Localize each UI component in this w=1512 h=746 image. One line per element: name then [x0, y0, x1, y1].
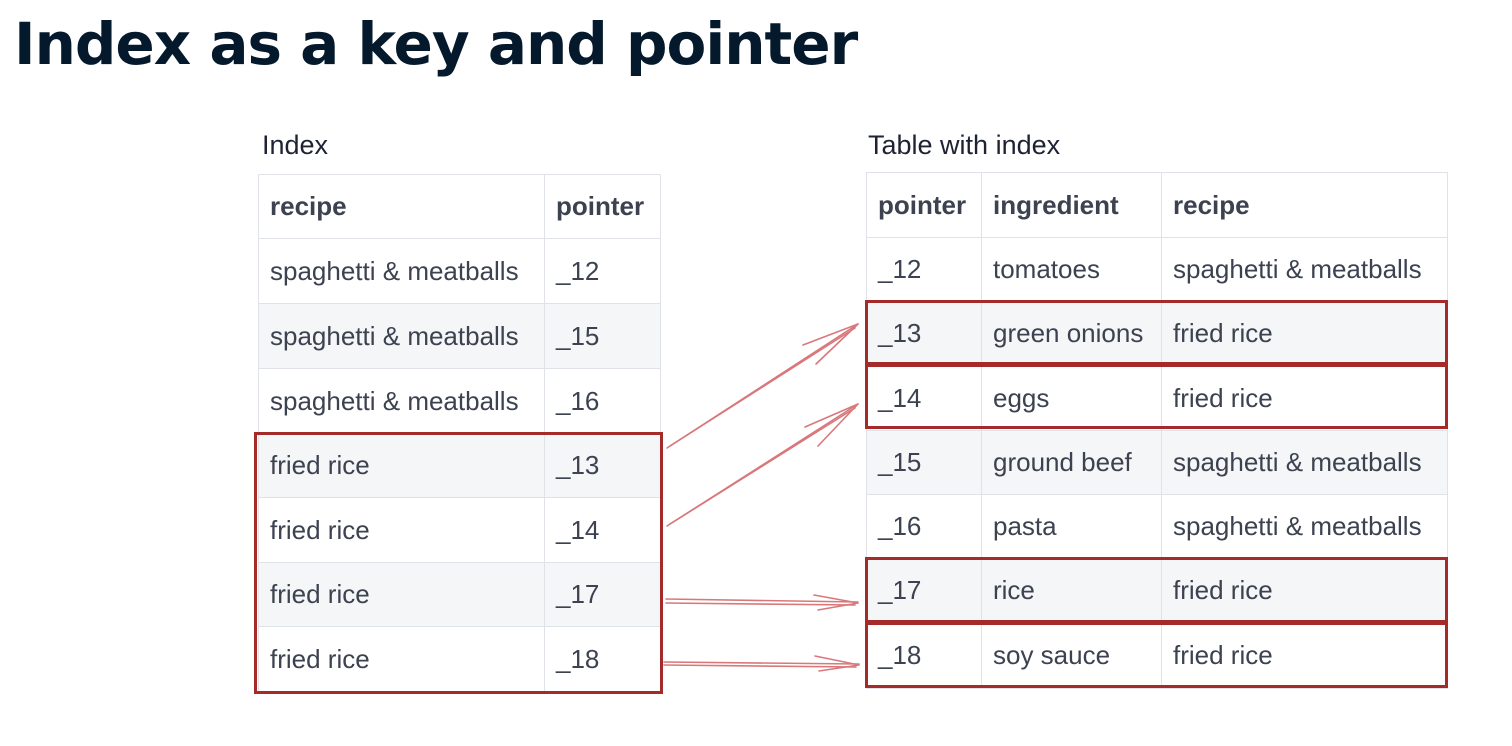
arrow-13	[666, 323, 859, 449]
cell-ingredient: rice	[981, 558, 1162, 623]
table-row: _15 ground beef spaghetti & meatballs	[866, 430, 1448, 495]
table-row: _18 soy sauce fried rice	[866, 622, 1448, 689]
cell-pointer: _13	[544, 433, 661, 498]
arrow-17	[665, 594, 859, 611]
cell-recipe: fried rice	[1161, 301, 1448, 366]
cell-pointer: _16	[544, 368, 661, 434]
cell-pointer: _12	[866, 237, 982, 302]
table-row: spaghetti & meatballs _16	[258, 368, 661, 434]
index-table-header-row: recipe pointer	[258, 174, 661, 239]
table-row: fried rice _14	[258, 497, 661, 563]
cell-ingredient: soy sauce	[981, 622, 1162, 689]
cell-recipe: spaghetti & meatballs	[258, 303, 545, 369]
slide-title: Index as a key and pointer	[14, 10, 858, 78]
cell-pointer: _14	[544, 497, 661, 563]
table-row: fried rice _13	[258, 433, 661, 498]
cell-recipe: fried rice	[258, 497, 545, 563]
column-header-pointer: pointer	[866, 172, 982, 238]
cell-recipe: fried rice	[258, 626, 545, 692]
index-table-caption: Index	[262, 130, 329, 160]
column-header-pointer: pointer	[544, 174, 661, 239]
cell-recipe: spaghetti & meatballs	[1161, 494, 1448, 559]
cell-pointer: _16	[866, 494, 982, 559]
cell-pointer: _17	[866, 558, 982, 623]
cell-ingredient: green onions	[981, 301, 1162, 366]
data-table-caption: Table with index	[868, 130, 1061, 160]
cell-recipe: spaghetti & meatballs	[1161, 430, 1448, 495]
cell-recipe: fried rice	[258, 562, 545, 627]
cell-pointer: _18	[544, 626, 661, 692]
cell-recipe: fried rice	[1161, 558, 1448, 623]
column-header-recipe: recipe	[258, 174, 545, 239]
cell-recipe: spaghetti & meatballs	[258, 368, 545, 434]
table-row: _14 eggs fried rice	[866, 365, 1448, 431]
table-row: spaghetti & meatballs _12	[258, 238, 661, 304]
cell-ingredient: tomatoes	[981, 237, 1162, 302]
cell-ingredient: eggs	[981, 365, 1162, 431]
cell-pointer: _15	[544, 303, 661, 369]
data-table-header-row: pointer ingredient recipe	[866, 172, 1448, 238]
arrow-14	[666, 403, 859, 527]
cell-pointer: _14	[866, 365, 982, 431]
table-row: _16 pasta spaghetti & meatballs	[866, 494, 1448, 559]
cell-ingredient: pasta	[981, 494, 1162, 559]
cell-pointer: _15	[866, 430, 982, 495]
table-row: _17 rice fried rice	[866, 558, 1448, 623]
index-table: recipe pointer spaghetti & meatballs _12…	[258, 174, 661, 692]
cell-pointer: _12	[544, 238, 661, 304]
cell-recipe: spaghetti & meatballs	[258, 238, 545, 304]
cell-pointer: _13	[866, 301, 982, 366]
cell-recipe: fried rice	[1161, 365, 1448, 431]
cell-recipe: fried rice	[258, 433, 545, 498]
column-header-recipe: recipe	[1161, 172, 1448, 238]
data-table: pointer ingredient recipe _12 tomatoes s…	[866, 172, 1448, 689]
arrow-18	[663, 655, 860, 672]
table-row: fried rice _18	[258, 626, 661, 692]
table-row: spaghetti & meatballs _15	[258, 303, 661, 369]
cell-pointer: _18	[866, 622, 982, 689]
table-row: _12 tomatoes spaghetti & meatballs	[866, 237, 1448, 302]
table-row: _13 green onions fried rice	[866, 301, 1448, 366]
column-header-ingredient: ingredient	[981, 172, 1162, 238]
table-row: fried rice _17	[258, 562, 661, 627]
cell-ingredient: ground beef	[981, 430, 1162, 495]
cell-recipe: spaghetti & meatballs	[1161, 237, 1448, 302]
cell-recipe: fried rice	[1161, 622, 1448, 689]
cell-pointer: _17	[544, 562, 661, 627]
